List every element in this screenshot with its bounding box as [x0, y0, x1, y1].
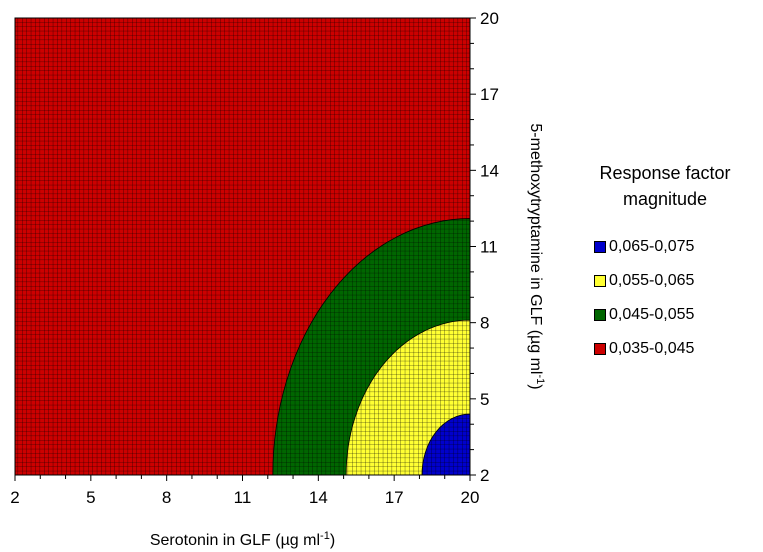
legend-swatch-blue	[594, 241, 606, 253]
x-tick-label: 17	[385, 488, 404, 507]
legend-label: 0,035-0,045	[609, 340, 695, 357]
legend-label: 0,065-0,075	[609, 238, 695, 255]
y-axis-title: 5-methoxytryptamine in GLF (µg ml-1)	[527, 123, 546, 389]
x-tick-label: 11	[234, 488, 252, 507]
x-tick-label: 14	[309, 488, 328, 507]
legend-label: 0,055-0,065	[609, 272, 695, 289]
y-tick-label: 14	[480, 161, 499, 180]
legend-item: 0,045-0,055	[594, 298, 750, 332]
y-tick-label: 17	[480, 85, 499, 104]
x-tick-label: 5	[86, 488, 95, 507]
y-tick-label: 5	[480, 390, 489, 409]
y-tick-label: 2	[480, 466, 489, 485]
y-tick-label: 20	[480, 9, 499, 28]
y-tick-label: 8	[480, 314, 489, 333]
legend-item: 0,035-0,045	[594, 332, 750, 366]
legend-item: 0,065-0,075	[594, 230, 750, 264]
x-tick-label: 2	[10, 488, 19, 507]
legend-title-line2: magnitude	[622, 189, 708, 209]
legend-swatch-green	[594, 309, 606, 321]
legend-title: Response factor magnitude	[580, 160, 750, 212]
x-tick-label: 8	[162, 488, 171, 507]
x-tick-label: 20	[461, 488, 480, 507]
legend-items: 0,065-0,075 0,055-0,065 0,045-0,055 0,03…	[594, 230, 750, 366]
legend-swatch-red	[594, 343, 606, 355]
legend-item: 0,055-0,065	[594, 264, 750, 298]
legend: Response factor magnitude 0,065-0,075 0,…	[580, 160, 750, 366]
plot-grid	[15, 18, 470, 475]
plot-area	[14, 17, 471, 476]
x-axis-title: Serotonin in GLF (µg ml-1)	[150, 530, 335, 549]
legend-title-line1: Response factor	[599, 163, 731, 183]
legend-swatch-yellow	[594, 275, 606, 287]
y-tick-label: 11	[480, 238, 498, 257]
legend-label: 0,045-0,055	[609, 306, 695, 323]
